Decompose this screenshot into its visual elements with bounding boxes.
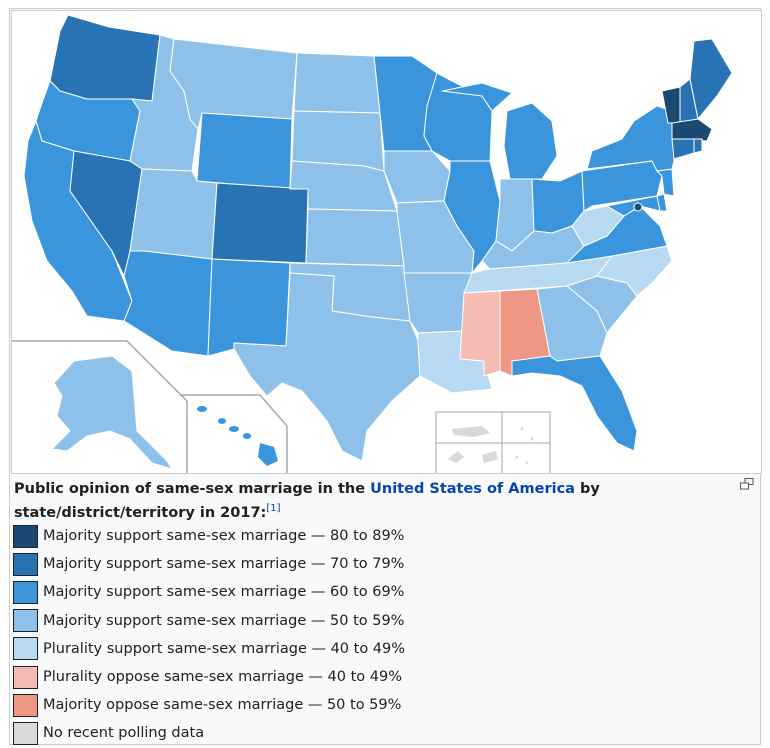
- caption-link-united-states[interactable]: United States of America: [370, 481, 575, 497]
- legend-label: Majority oppose same-sex marriage — 50 t…: [43, 697, 402, 714]
- legend-item: Plurality support same-sex marriage — 40…: [13, 635, 405, 663]
- caption-colon: :: [260, 504, 267, 521]
- state-new-york[interactable]: [586, 105, 675, 172]
- state-hawaii[interactable]: [197, 406, 278, 466]
- us-map[interactable]: [11, 10, 762, 474]
- caption-reference[interactable]: [1]: [266, 503, 281, 514]
- legend-swatch: [13, 665, 38, 689]
- state-connecticut[interactable]: [671, 138, 695, 160]
- legend-swatch: [13, 609, 38, 633]
- state-rhode-island[interactable]: [693, 138, 703, 154]
- state-alaska[interactable]: [50, 355, 174, 470]
- legend-label: Majority support same-sex marriage — 60 …: [43, 584, 405, 601]
- legend-item: No recent polling data: [13, 719, 405, 747]
- us-map-svg: [12, 14, 733, 473]
- legend-label: Plurality support same-sex marriage — 40…: [43, 640, 406, 657]
- legend: Majority support same-sex marriage — 80 …: [13, 522, 405, 748]
- legend-item: Majority support same-sex marriage — 70 …: [13, 550, 405, 578]
- legend-item: Majority support same-sex marriage — 50 …: [13, 607, 405, 635]
- state-arizona[interactable]: [123, 250, 213, 357]
- legend-label: Majority support same-sex marriage — 70 …: [43, 556, 405, 573]
- legend-item: Majority oppose same-sex marriage — 50 t…: [13, 691, 405, 719]
- expand-icon[interactable]: [740, 478, 754, 490]
- legend-label: Plurality oppose same-sex marriage — 40 …: [43, 669, 402, 686]
- state-kansas[interactable]: [305, 208, 405, 267]
- legend-label: No recent polling data: [43, 725, 205, 742]
- state-utah[interactable]: [129, 168, 218, 260]
- state-north-dakota[interactable]: [293, 52, 381, 114]
- state-maryland[interactable]: [606, 195, 661, 217]
- state-michigan[interactable]: [441, 82, 558, 180]
- state-florida[interactable]: [511, 355, 638, 452]
- hawaii-inset-border: [180, 394, 288, 473]
- legend-item: Majority support same-sex marriage — 80 …: [13, 522, 405, 550]
- state-montana[interactable]: [169, 38, 298, 130]
- legend-swatch: [13, 580, 38, 604]
- state-washington[interactable]: [49, 14, 161, 102]
- legend-label: Majority support same-sex marriage — 80 …: [43, 528, 405, 545]
- state-wyoming[interactable]: [196, 112, 293, 190]
- legend-swatch: [13, 721, 38, 745]
- state-colorado[interactable]: [211, 182, 309, 264]
- caption-suffix: by state/district/territory in 2017: [14, 481, 600, 521]
- state-iowa[interactable]: [383, 150, 451, 204]
- territories-nodata[interactable]: [448, 426, 534, 465]
- map-caption: Public opinion of same-sex marriage in t…: [14, 479, 714, 523]
- legend-swatch: [13, 552, 38, 576]
- state-texas[interactable]: [233, 272, 421, 462]
- legend-swatch: [13, 524, 38, 548]
- caption-prefix: Public opinion of same-sex marriage in t…: [14, 481, 371, 497]
- state-maine[interactable]: [689, 38, 733, 120]
- alaska-inset-border: [12, 340, 188, 473]
- state-massachusetts[interactable]: [671, 118, 713, 142]
- legend-label: Majority support same-sex marriage — 50 …: [43, 612, 405, 629]
- territories-inset: [435, 411, 551, 473]
- legend-item: Plurality oppose same-sex marriage — 40 …: [13, 663, 405, 691]
- legend-swatch: [13, 637, 38, 661]
- dc-marker[interactable]: [633, 202, 643, 212]
- state-new-mexico[interactable]: [207, 258, 291, 357]
- state-delaware[interactable]: [656, 193, 668, 212]
- legend-item: Majority support same-sex marriage — 60 …: [13, 578, 405, 606]
- legend-swatch: [13, 693, 38, 717]
